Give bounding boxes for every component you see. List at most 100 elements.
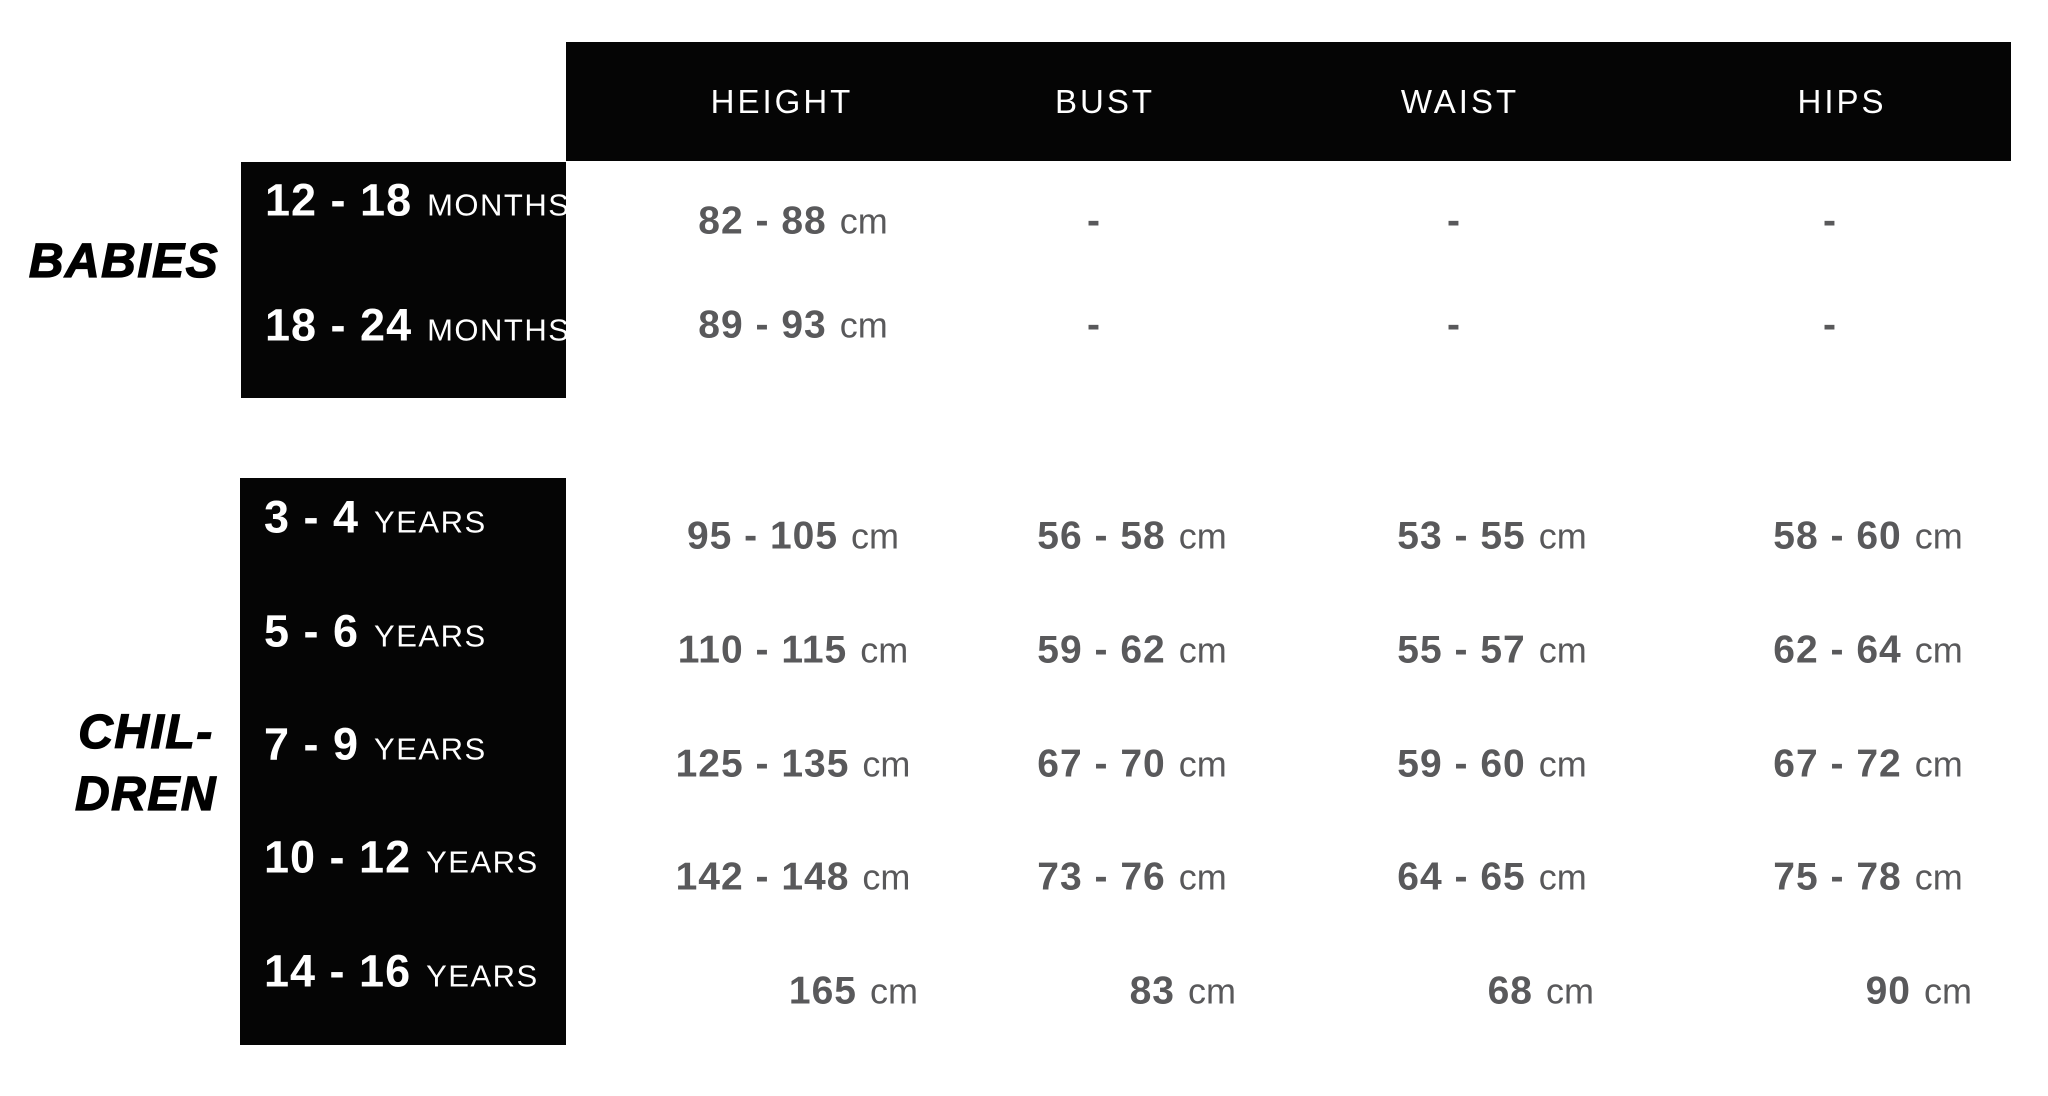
measurement-unit: cm [1188,970,1236,1012]
children-age-box: 3 - 4 YEARS 5 - 6 YEARS 7 - 9 YEARS 10 -… [240,478,566,1045]
measurement-unit: cm [1178,856,1227,898]
measurement-unit: cm [1178,515,1227,557]
value-cell-waist: 55 - 57 cm [1390,631,1594,670]
measurement-unit: cm [1914,515,1963,557]
value-cell-waist-empty: - [1352,306,1556,345]
table-header-bar: HEIGHT BUST WAIST HIPS [566,42,2011,161]
dash-placeholder: - [1087,303,1101,347]
measurement-value: 82 - 88 [698,199,827,243]
measurement-value: 59 - 62 [1037,628,1166,672]
measurement-value: 53 - 55 [1397,514,1526,558]
column-header-bust: BUST [1054,82,1156,120]
measurement-value: 125 - 135 [675,742,850,786]
measurement-value: 83 [1129,969,1175,1013]
value-cell-hips: 75 - 78 cm [1764,858,1972,897]
value-cell-bust: 67 - 70 cm [1028,745,1236,784]
age-range-unit: YEARS [426,958,539,994]
age-row-18-24-months: 18 - 24 MONTHS [265,303,570,348]
age-range-unit: MONTHS [427,187,571,223]
measurement-value: 56 - 58 [1037,514,1166,558]
measurement-value: 165 [788,969,857,1013]
dash-placeholder: - [1087,199,1101,243]
column-header-hips: HIPS [1797,82,1887,120]
babies-age-box: 12 - 18 MONTHS 18 - 24 MONTHS [241,162,569,398]
measurement-unit: cm [1924,970,1972,1012]
dash-placeholder: - [1823,303,1837,347]
age-row-5-6-years: 5 - 6 YEARS [264,609,487,654]
measurement-unit: cm [839,304,888,346]
measurement-value: 75 - 78 [1773,855,1902,899]
group-label-children: CHIL- DREN [74,702,218,826]
age-range: 12 - 18 [265,174,413,226]
value-cell-height: 125 - 135 cm [668,745,918,784]
measurement-value: 55 - 57 [1397,628,1526,672]
group-label-line: CHIL- [78,705,214,759]
dash-placeholder: - [1447,303,1461,347]
value-cell-bust: 83 cm [1028,972,1236,1011]
measurement-unit: cm [1538,856,1587,898]
measurement-value: 89 - 93 [698,303,827,347]
value-cell-height: 82 - 88 cm [668,202,918,241]
measurement-value: 67 - 70 [1037,742,1166,786]
measurement-unit: cm [1538,515,1587,557]
age-range: 14 - 16 [264,945,412,997]
age-range-unit: YEARS [426,844,539,880]
value-cell-hips: 62 - 64 cm [1764,631,1972,670]
value-cell-waist: 59 - 60 cm [1390,745,1594,784]
value-cell-height: 89 - 93 cm [668,306,918,345]
value-cell-height: 95 - 105 cm [668,517,918,556]
value-cell-height: 165 cm [668,972,918,1011]
age-row-12-18-months: 12 - 18 MONTHS [265,178,570,223]
column-header-height: HEIGHT [710,82,854,120]
age-row-7-9-years: 7 - 9 YEARS [264,722,487,767]
measurement-unit: cm [862,856,911,898]
measurement-value: 58 - 60 [1773,514,1902,558]
measurement-value: 73 - 76 [1037,855,1166,899]
measurement-unit: cm [1538,629,1587,671]
value-cell-height: 110 - 115 cm [668,631,918,670]
value-cell-hips-empty: - [1726,202,1934,241]
measurement-value: 90 [1865,969,1911,1013]
value-cell-bust: 59 - 62 cm [1028,631,1236,670]
age-range-unit: YEARS [374,504,487,540]
value-cell-height: 142 - 148 cm [668,858,918,897]
value-cell-hips: 58 - 60 cm [1764,517,1972,556]
measurement-unit: cm [1178,743,1227,785]
column-header-waist: WAIST [1400,82,1520,120]
measurement-unit: cm [839,200,888,242]
value-cell-waist: 53 - 55 cm [1390,517,1594,556]
value-cell-bust: 73 - 76 cm [1028,858,1236,897]
age-range-unit: YEARS [374,731,487,767]
value-cell-bust-empty: - [990,306,1198,345]
measurement-unit: cm [851,515,900,557]
measurement-unit: cm [1914,629,1963,671]
age-range: 3 - 4 [264,491,360,543]
group-label-line: BABIES [28,234,220,288]
measurement-unit: cm [860,629,909,671]
value-cell-bust: 56 - 58 cm [1028,517,1236,556]
measurement-unit: cm [1178,629,1227,671]
age-range: 5 - 6 [264,605,360,657]
measurement-value: 95 - 105 [686,514,839,558]
value-cell-waist-empty: - [1352,202,1556,241]
measurement-unit: cm [862,743,911,785]
age-row-14-16-years: 14 - 16 YEARS [264,949,539,994]
measurement-value: 67 - 72 [1773,742,1902,786]
measurement-unit: cm [1546,970,1594,1012]
age-row-10-12-years: 10 - 12 YEARS [264,835,539,880]
age-row-3-4-years: 3 - 4 YEARS [264,495,487,540]
dash-placeholder: - [1447,199,1461,243]
measurement-value: 142 - 148 [675,855,850,899]
measurement-value: 62 - 64 [1773,628,1902,672]
group-label-line: DREN [74,767,218,821]
measurement-unit: cm [1914,856,1963,898]
measurement-value: 64 - 65 [1397,855,1526,899]
measurement-value: 59 - 60 [1397,742,1526,786]
age-range: 18 - 24 [265,299,413,351]
group-label-babies: BABIES [28,231,220,293]
age-range: 7 - 9 [264,718,360,770]
measurement-unit: cm [870,970,918,1012]
measurement-value: 110 - 115 [677,628,848,672]
value-cell-waist: 64 - 65 cm [1390,858,1594,897]
